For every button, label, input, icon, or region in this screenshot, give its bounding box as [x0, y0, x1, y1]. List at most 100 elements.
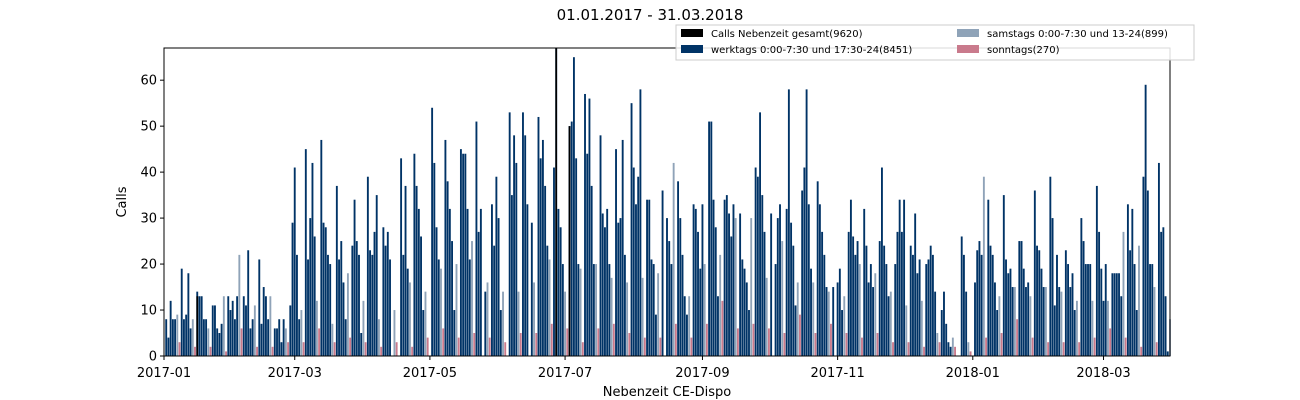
bar [916, 273, 919, 356]
bar [705, 323, 708, 356]
bar [974, 282, 976, 356]
bar [194, 346, 196, 356]
bar [225, 351, 227, 356]
bar [200, 296, 203, 356]
bar [1040, 268, 1043, 356]
bar [530, 222, 533, 356]
bar [630, 103, 633, 356]
bar [803, 167, 806, 356]
bar [697, 231, 699, 356]
bar [998, 296, 1001, 356]
bar [495, 176, 498, 356]
bar [927, 259, 930, 356]
bar [845, 333, 848, 356]
bar [178, 342, 181, 356]
bar [889, 291, 892, 356]
bar [1073, 310, 1076, 356]
bar [302, 342, 305, 356]
bar [218, 333, 221, 356]
bar [985, 337, 988, 356]
bar [1118, 273, 1120, 356]
bar [249, 328, 252, 356]
bar [400, 158, 403, 356]
bar [174, 319, 177, 356]
bar [874, 273, 877, 356]
bar [785, 208, 788, 356]
bar [612, 323, 615, 356]
bar [987, 199, 990, 356]
bar [355, 241, 358, 356]
bar [1091, 300, 1094, 356]
bar [1016, 319, 1019, 356]
bar [732, 204, 735, 356]
bar [183, 319, 185, 356]
bar [960, 236, 963, 356]
bar [309, 218, 312, 356]
bar [1047, 342, 1050, 356]
bar [1036, 245, 1038, 356]
bar [770, 213, 773, 356]
bar [920, 300, 923, 356]
bar [544, 185, 547, 356]
bar [440, 268, 442, 356]
bar [774, 264, 777, 356]
bar [198, 296, 201, 356]
bar [448, 208, 451, 356]
bar [743, 268, 746, 356]
bar [566, 328, 569, 356]
bar [945, 323, 948, 356]
bar [692, 204, 695, 356]
bar [227, 296, 230, 356]
y-tick-label: 0 [149, 350, 157, 365]
bar [635, 204, 637, 356]
bar [717, 296, 719, 356]
chart-title: 01.01.2017 - 31.03.2018 [557, 6, 744, 24]
bar [978, 241, 981, 356]
bar [854, 254, 857, 356]
bar [947, 342, 950, 356]
bar [861, 337, 863, 356]
bar [202, 319, 205, 356]
bar [994, 282, 996, 356]
bar [714, 227, 717, 356]
bar [1044, 287, 1047, 356]
bar [1140, 346, 1143, 356]
bar [648, 199, 651, 356]
bar [315, 300, 318, 356]
bar [1109, 328, 1112, 356]
y-tick-label: 40 [140, 166, 157, 181]
bar [515, 162, 518, 356]
bar [1013, 287, 1016, 356]
y-tick-label: 10 [140, 304, 157, 319]
bar [307, 259, 309, 356]
x-axis-label: Nebenzeit CE-Dispo [603, 385, 732, 400]
bar [1078, 342, 1081, 356]
bar [366, 176, 369, 356]
bar [1056, 254, 1058, 356]
bar [240, 328, 243, 356]
bar [1064, 250, 1067, 356]
bar [380, 346, 383, 356]
bar [169, 300, 172, 356]
bar [931, 254, 934, 356]
bar [466, 208, 469, 356]
bar [1126, 204, 1129, 356]
bar [537, 116, 540, 357]
bar [360, 333, 363, 356]
bar [214, 305, 216, 356]
bar [588, 98, 591, 356]
bar [805, 89, 808, 357]
bar [852, 236, 855, 356]
bar [701, 204, 704, 356]
bar [830, 323, 832, 356]
bar [1000, 333, 1003, 356]
y-tick-label: 20 [140, 258, 157, 273]
bar [453, 310, 456, 356]
bar [207, 328, 210, 356]
bar [1007, 273, 1010, 356]
bar [253, 305, 256, 356]
bar [415, 185, 418, 356]
bar [712, 199, 715, 356]
bar [703, 264, 706, 356]
bar [1002, 195, 1005, 356]
